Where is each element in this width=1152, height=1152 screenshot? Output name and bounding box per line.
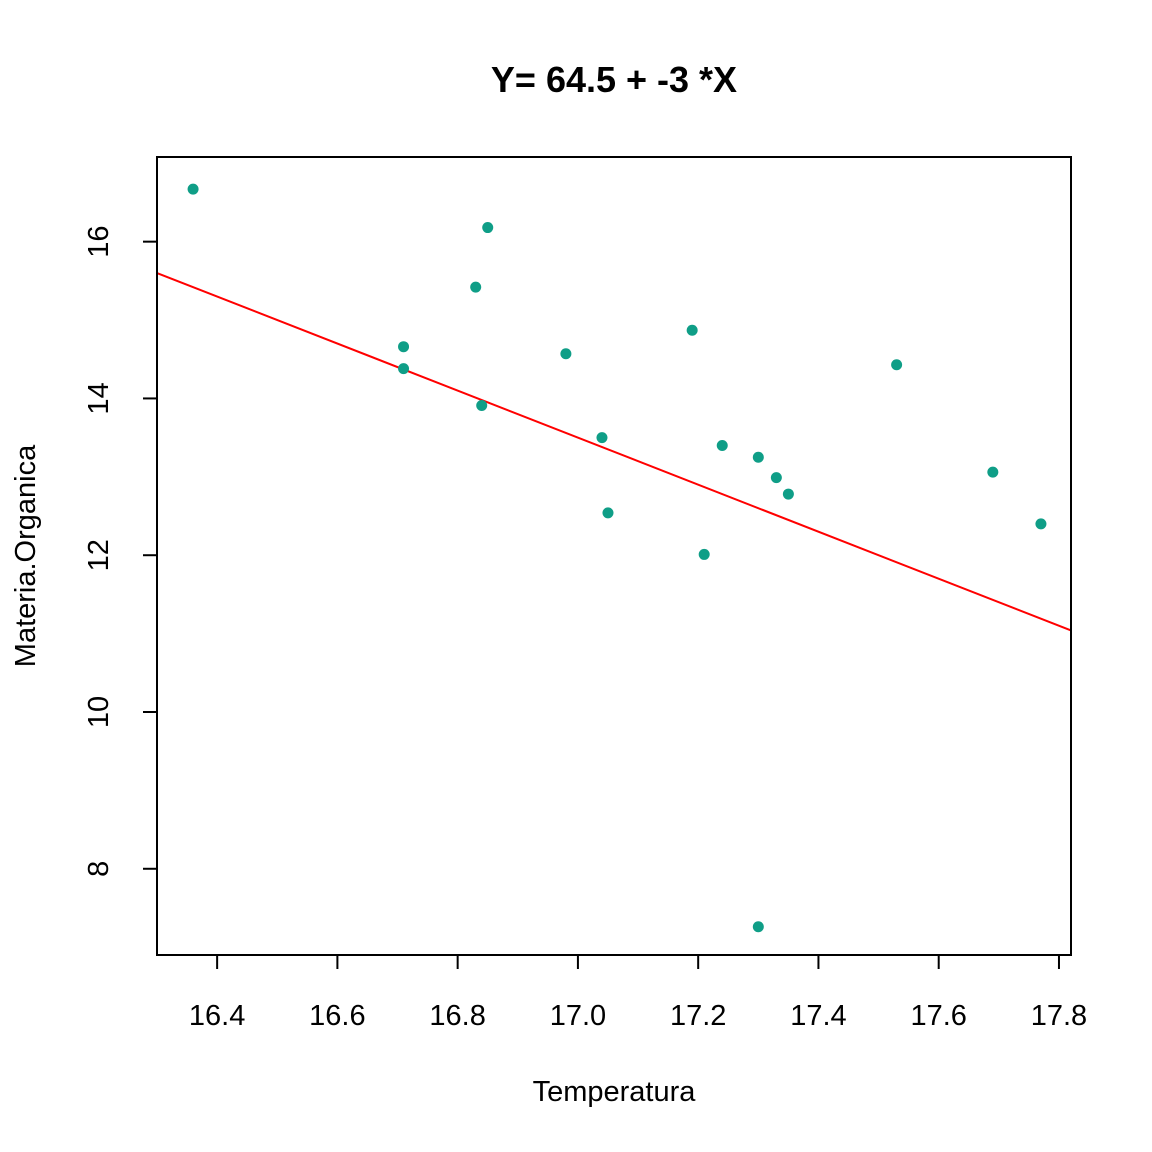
plot-frame [156, 156, 1072, 956]
data-point [482, 222, 494, 234]
y-tick-label: 16 [83, 226, 115, 258]
x-axis: 16.4 16.6 16.8 17.0 17.2 17.4 17.6 17.8 [189, 954, 1087, 1032]
data-point [716, 439, 728, 451]
y-axis-label: Materia.Organica [10, 444, 42, 667]
data-point [596, 432, 608, 444]
data-point [398, 341, 410, 353]
chart-title: Y= 64.5 + -3 *X [491, 59, 737, 100]
y-tick-label: 14 [83, 382, 115, 414]
data-point [560, 348, 572, 360]
data-point [891, 359, 903, 371]
x-tick-label: 17.0 [550, 1000, 606, 1032]
x-tick-label: 17.6 [910, 1000, 966, 1032]
data-point [398, 363, 410, 375]
data-point [686, 324, 698, 336]
data-point [698, 548, 710, 560]
x-tick-label: 17.2 [670, 1000, 726, 1032]
y-tick-label: 12 [83, 539, 115, 571]
regression-line [156, 272, 1072, 632]
data-point [476, 399, 488, 411]
data-point [770, 472, 782, 484]
data-point [470, 281, 482, 293]
x-tick-label: 16.4 [189, 1000, 245, 1032]
x-axis-label: Temperatura [533, 1076, 697, 1108]
y-tick-label: 10 [83, 696, 115, 728]
data-points [187, 183, 1047, 933]
data-point [752, 451, 764, 463]
data-point [782, 488, 794, 500]
x-tick-label: 17.8 [1031, 1000, 1087, 1032]
x-tick-label: 17.4 [790, 1000, 846, 1032]
data-point [987, 466, 999, 478]
data-point [1035, 518, 1047, 530]
x-tick-label: 16.8 [429, 1000, 485, 1032]
x-tick-label: 16.6 [309, 1000, 365, 1032]
data-point [752, 921, 764, 933]
y-axis: 8 10 12 14 16 [83, 226, 158, 877]
data-point [187, 183, 199, 195]
y-tick-label: 8 [83, 861, 115, 877]
data-point [602, 507, 614, 519]
